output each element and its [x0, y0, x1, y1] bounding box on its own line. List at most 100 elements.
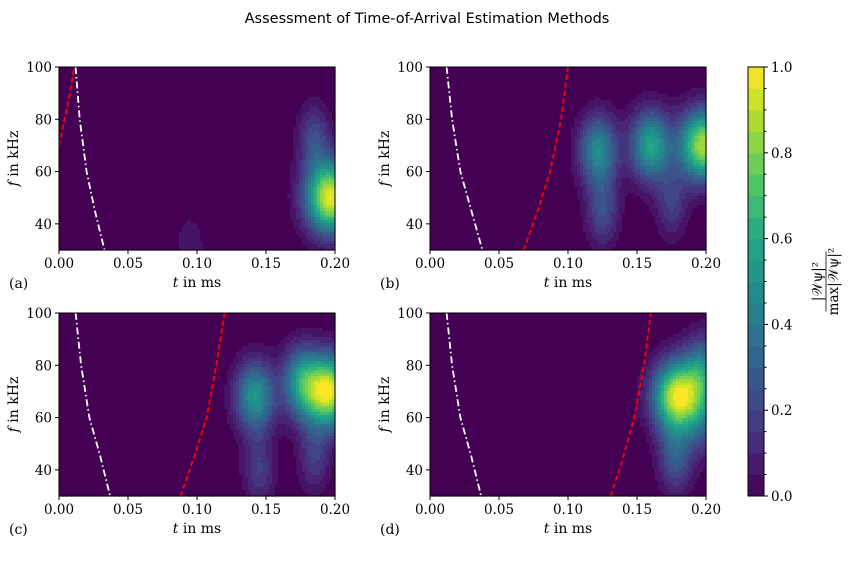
heatmap-cell [233, 97, 237, 101]
heatmap-cell [197, 154, 201, 158]
heatmap-cell [182, 127, 186, 131]
heatmap-cell [134, 133, 138, 137]
heatmap-cell [191, 82, 195, 86]
heatmap-cell [95, 94, 99, 98]
heatmap-cell [68, 142, 72, 146]
heatmap-cell [248, 88, 252, 92]
heatmap-cell [110, 103, 114, 107]
heatmap-cell [212, 169, 216, 173]
heatmap-cell [110, 133, 114, 137]
heatmap-cell [224, 91, 228, 95]
heatmap-cell [230, 88, 234, 92]
heatmap-cell [77, 154, 81, 158]
heatmap-cell [221, 109, 225, 113]
heatmap-cell [293, 76, 297, 80]
heatmap-cell [254, 142, 258, 146]
heatmap-cell [260, 109, 264, 113]
heatmap-cell [275, 91, 279, 95]
heatmap-cell [269, 166, 273, 170]
heatmap-cell [92, 100, 96, 104]
heatmap-cell [314, 130, 318, 134]
heatmap-cell [326, 157, 330, 161]
heatmap-cell [260, 163, 264, 167]
heatmap-cell [128, 109, 132, 113]
heatmap-cell [266, 154, 270, 158]
heatmap-cell [68, 124, 72, 128]
heatmap-cell [296, 136, 300, 140]
heatmap-cell [209, 70, 213, 74]
heatmap-cell [125, 139, 129, 143]
heatmap-cell [302, 151, 306, 155]
heatmap-cell [254, 85, 258, 89]
heatmap-cell [200, 157, 204, 161]
heatmap-cell [284, 70, 288, 74]
heatmap-cell [143, 130, 147, 134]
heatmap-cell [197, 106, 201, 110]
heatmap-cell [290, 139, 294, 143]
heatmap-cell [308, 106, 312, 110]
heatmap-cell [206, 121, 210, 125]
heatmap-cell [275, 88, 279, 92]
heatmap-cell [227, 148, 231, 152]
heatmap-cell [200, 166, 204, 170]
heatmap-cell [149, 70, 153, 74]
heatmap-cell [65, 136, 69, 140]
heatmap-cell [284, 100, 288, 104]
heatmap-cell [179, 154, 183, 158]
heatmap-cell [155, 76, 159, 80]
heatmap-cell [158, 79, 162, 83]
heatmap-cell [170, 103, 174, 107]
heatmap-cell [77, 121, 81, 125]
heatmap-cell [317, 127, 321, 131]
heatmap-cell [272, 88, 276, 92]
heatmap-cell [137, 79, 141, 83]
heatmap-cell [281, 148, 285, 152]
heatmap-cell [275, 115, 279, 119]
heatmap-cell [227, 67, 231, 71]
heatmap-cell [179, 67, 183, 71]
heatmap-cell [77, 127, 81, 131]
heatmap-cell [284, 109, 288, 113]
heatmap-cell [164, 145, 168, 149]
heatmap-cell [332, 127, 336, 131]
heatmap-cell [239, 82, 243, 86]
heatmap-cell [161, 151, 165, 155]
heatmap-cell [176, 82, 180, 86]
heatmap-cell [281, 76, 285, 80]
heatmap-cell [314, 94, 318, 98]
heatmap-cell [89, 166, 93, 170]
heatmap-cell [260, 97, 264, 101]
heatmap-cell [257, 139, 261, 143]
heatmap-cell [230, 97, 234, 101]
heatmap-cell [59, 91, 63, 95]
heatmap-cell [305, 94, 309, 98]
heatmap-cell [317, 151, 321, 155]
heatmap-cell [122, 79, 126, 83]
heatmap-cell [125, 97, 129, 101]
heatmap-cell [104, 145, 108, 149]
heatmap-cell [167, 67, 171, 71]
heatmap-cell [164, 154, 168, 158]
heatmap-cell [74, 106, 78, 110]
heatmap-cell [155, 124, 159, 128]
heatmap-cell [128, 91, 132, 95]
heatmap-cell [155, 97, 159, 101]
heatmap-cell [128, 145, 132, 149]
heatmap-cell [125, 106, 129, 110]
heatmap-cell [200, 160, 204, 164]
heatmap-cell [200, 94, 204, 98]
heatmap-cell [212, 124, 216, 128]
heatmap-cell [266, 76, 270, 80]
heatmap-cell [140, 76, 144, 80]
heatmap-cell [314, 115, 318, 119]
heatmap-cell [305, 157, 309, 161]
heatmap-cell [326, 88, 330, 92]
heatmap-cell [137, 115, 141, 119]
heatmap-cell [320, 124, 324, 128]
heatmap-cell [152, 109, 156, 113]
heatmap-cell [146, 139, 150, 143]
heatmap-cell [260, 76, 264, 80]
heatmap-cell [278, 124, 282, 128]
heatmap-cell [149, 151, 153, 155]
